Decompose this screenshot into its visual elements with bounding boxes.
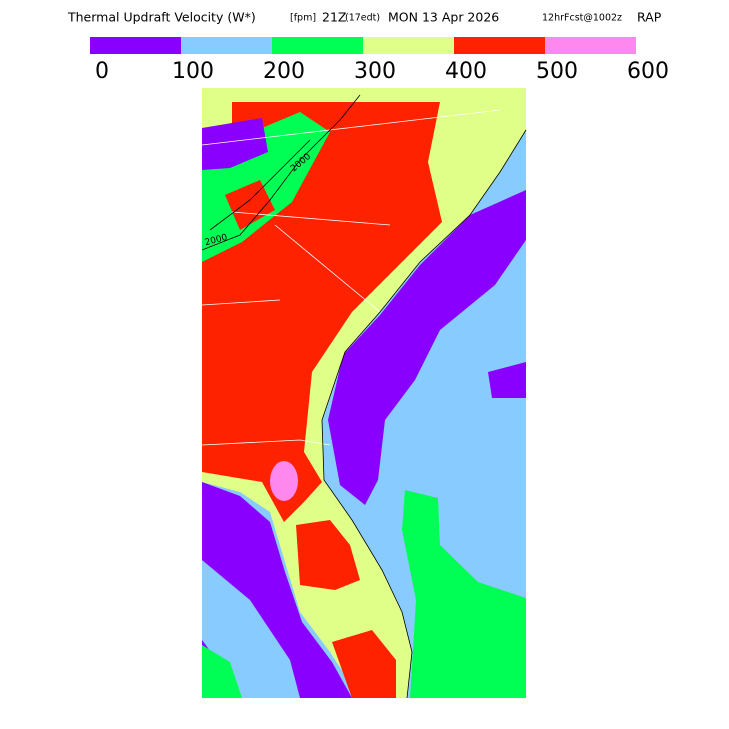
- title-date: MON 13 Apr 2026: [388, 10, 499, 25]
- coastal-band: [328, 190, 526, 505]
- title: Thermal Updraft Velocity (W*) [fpm] 21Z …: [67, 10, 662, 25]
- colorbar-label: 200: [263, 59, 305, 84]
- terrain-contour: [201, 94, 361, 251]
- mountain-warm: [225, 180, 275, 230]
- colorbar-label: 500: [536, 59, 578, 84]
- title-forecast: 12hrFcst@1002z: [542, 13, 622, 24]
- colorbar-label: 600: [627, 59, 669, 84]
- title-model: RAP: [637, 10, 662, 25]
- colorbar: 0 100 200 300 400 500 600: [90, 37, 669, 84]
- title-local-time: (17edt): [345, 13, 380, 24]
- colorbar-segment: [90, 37, 181, 54]
- peninsula-warm: [296, 520, 360, 590]
- state-boundary: [201, 109, 501, 446]
- map: 2000 2000: [201, 88, 527, 699]
- colorbar-segment: [181, 37, 272, 54]
- colorbar-segment: [272, 37, 363, 54]
- title-main: Thermal Updraft Velocity (W*): [67, 10, 256, 25]
- colorbar-segment: [454, 37, 545, 54]
- colorbar-segment: [545, 37, 636, 54]
- offshore-patch: [488, 362, 526, 398]
- coastline-contour: [321, 129, 527, 699]
- tip-warm: [332, 630, 396, 698]
- title-units: [fpm]: [290, 13, 316, 24]
- hot-spot: [270, 461, 298, 501]
- colorbar-segment: [363, 37, 454, 54]
- mountain-purple: [202, 118, 268, 170]
- colorbar-label: 400: [445, 59, 487, 84]
- atlantic-green: [402, 490, 526, 698]
- colorbar-label: 300: [354, 59, 396, 84]
- gulf-green: [202, 645, 242, 698]
- title-time: 21Z: [322, 10, 346, 25]
- colorbar-label: 0: [95, 59, 109, 84]
- colorbar-label: 100: [172, 59, 214, 84]
